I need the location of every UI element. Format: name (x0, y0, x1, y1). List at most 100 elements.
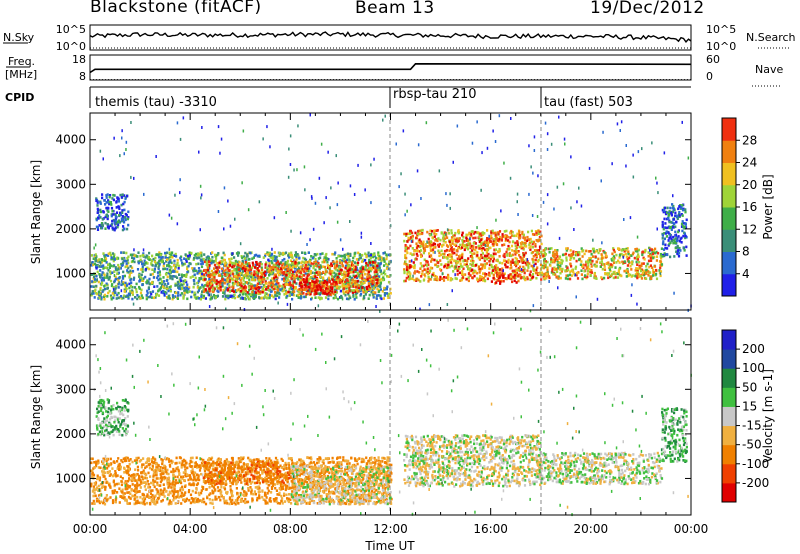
echo-cell (147, 286, 150, 289)
echo-cell (115, 257, 118, 261)
echo-cell (107, 226, 110, 229)
echo-cell (274, 256, 277, 259)
echo-cell (454, 238, 457, 242)
echo-cell (490, 231, 493, 235)
echo-cell (366, 273, 369, 276)
echo-cell (134, 296, 137, 299)
echo-cell (336, 297, 340, 301)
echo-cell (411, 238, 414, 241)
echo-cell (175, 255, 178, 258)
echo-cell (300, 295, 303, 298)
echo-cell (332, 292, 335, 296)
echo-cell (545, 272, 548, 276)
echo-cell (276, 280, 279, 283)
echo-cell (613, 256, 616, 260)
echo-cell (352, 274, 355, 278)
echo-cell (636, 267, 639, 270)
echo-cell (261, 280, 264, 284)
echo-cell (278, 254, 281, 257)
echo-cell (312, 289, 315, 292)
echo-cell (466, 245, 469, 249)
echo-cell (163, 262, 166, 265)
echo-cell (142, 254, 145, 257)
echo-cell (607, 261, 610, 264)
echo-cell (303, 280, 306, 284)
echo-cell (313, 284, 316, 287)
echo-cell (168, 270, 171, 273)
echo-cell (270, 294, 274, 297)
echo-cell (255, 284, 259, 287)
echo-cell (293, 290, 296, 293)
echo-cell (278, 262, 281, 266)
echo-cell (450, 231, 453, 235)
echo-scatter (311, 196, 313, 200)
echo-cell (631, 262, 634, 266)
echo-cell (508, 247, 511, 251)
echo-cell (354, 268, 357, 271)
echo-cell (144, 268, 147, 271)
echo-cell (518, 260, 521, 263)
echo-cell (435, 259, 439, 263)
echo-cell (671, 221, 674, 224)
echo-cell (258, 296, 261, 299)
echo-cell (168, 257, 171, 261)
echo-cell (271, 256, 274, 259)
echo-cell (634, 248, 637, 251)
echo-cell (660, 263, 664, 266)
echo-cell (91, 290, 94, 293)
echo-cell (472, 236, 475, 240)
echo-scatter (446, 203, 448, 207)
echo-cell (105, 253, 108, 257)
echo-cell (248, 278, 251, 281)
echo-cell (214, 255, 217, 258)
echo-cell (283, 285, 286, 288)
echo-cell (573, 272, 576, 276)
echo-cell (542, 249, 545, 252)
echo-cell (633, 256, 636, 260)
echo-cell (221, 295, 225, 298)
echo-cell (226, 276, 229, 280)
echo-cell (603, 276, 606, 280)
echo-cell (334, 273, 338, 276)
echo-cell (362, 270, 365, 273)
echo-cell (293, 277, 296, 281)
echo-cell (498, 248, 501, 251)
echo-cell (294, 260, 297, 264)
echo-cell (281, 284, 284, 288)
echo-cell (233, 269, 236, 272)
echo-cell (569, 249, 572, 252)
echo-cell (335, 289, 338, 292)
echo-cell (406, 272, 409, 276)
echo-cell (202, 285, 205, 288)
echo-cell (311, 289, 314, 293)
echo-cell (495, 281, 498, 284)
echo-cell (447, 254, 450, 257)
echo-cell (605, 254, 608, 258)
echo-cell (224, 264, 227, 268)
echo-cell (642, 271, 645, 275)
echo-cell (528, 238, 531, 242)
echo-cell (627, 250, 630, 253)
echo-cell (153, 267, 156, 271)
echo-cell (255, 271, 259, 274)
echo-cell (523, 259, 526, 263)
echo-cell (406, 270, 409, 273)
echo-cell (425, 264, 429, 267)
echo-scatter (133, 248, 135, 252)
echo-cell (377, 275, 380, 279)
echo-cell (511, 240, 515, 243)
echo-cell (560, 261, 563, 265)
echo-cell (525, 263, 528, 267)
echo-cell (462, 267, 465, 270)
echo-cell (603, 265, 606, 268)
echo-cell (157, 266, 160, 269)
echo-cell (377, 294, 380, 297)
echo-cell (534, 258, 537, 262)
echo-cell (372, 290, 375, 294)
echo-cell (404, 254, 407, 258)
echo-cell (103, 293, 107, 297)
echo-cell (544, 265, 547, 269)
echo-cell (119, 211, 122, 215)
echo-cell (99, 208, 102, 212)
echo-cell (176, 261, 179, 265)
